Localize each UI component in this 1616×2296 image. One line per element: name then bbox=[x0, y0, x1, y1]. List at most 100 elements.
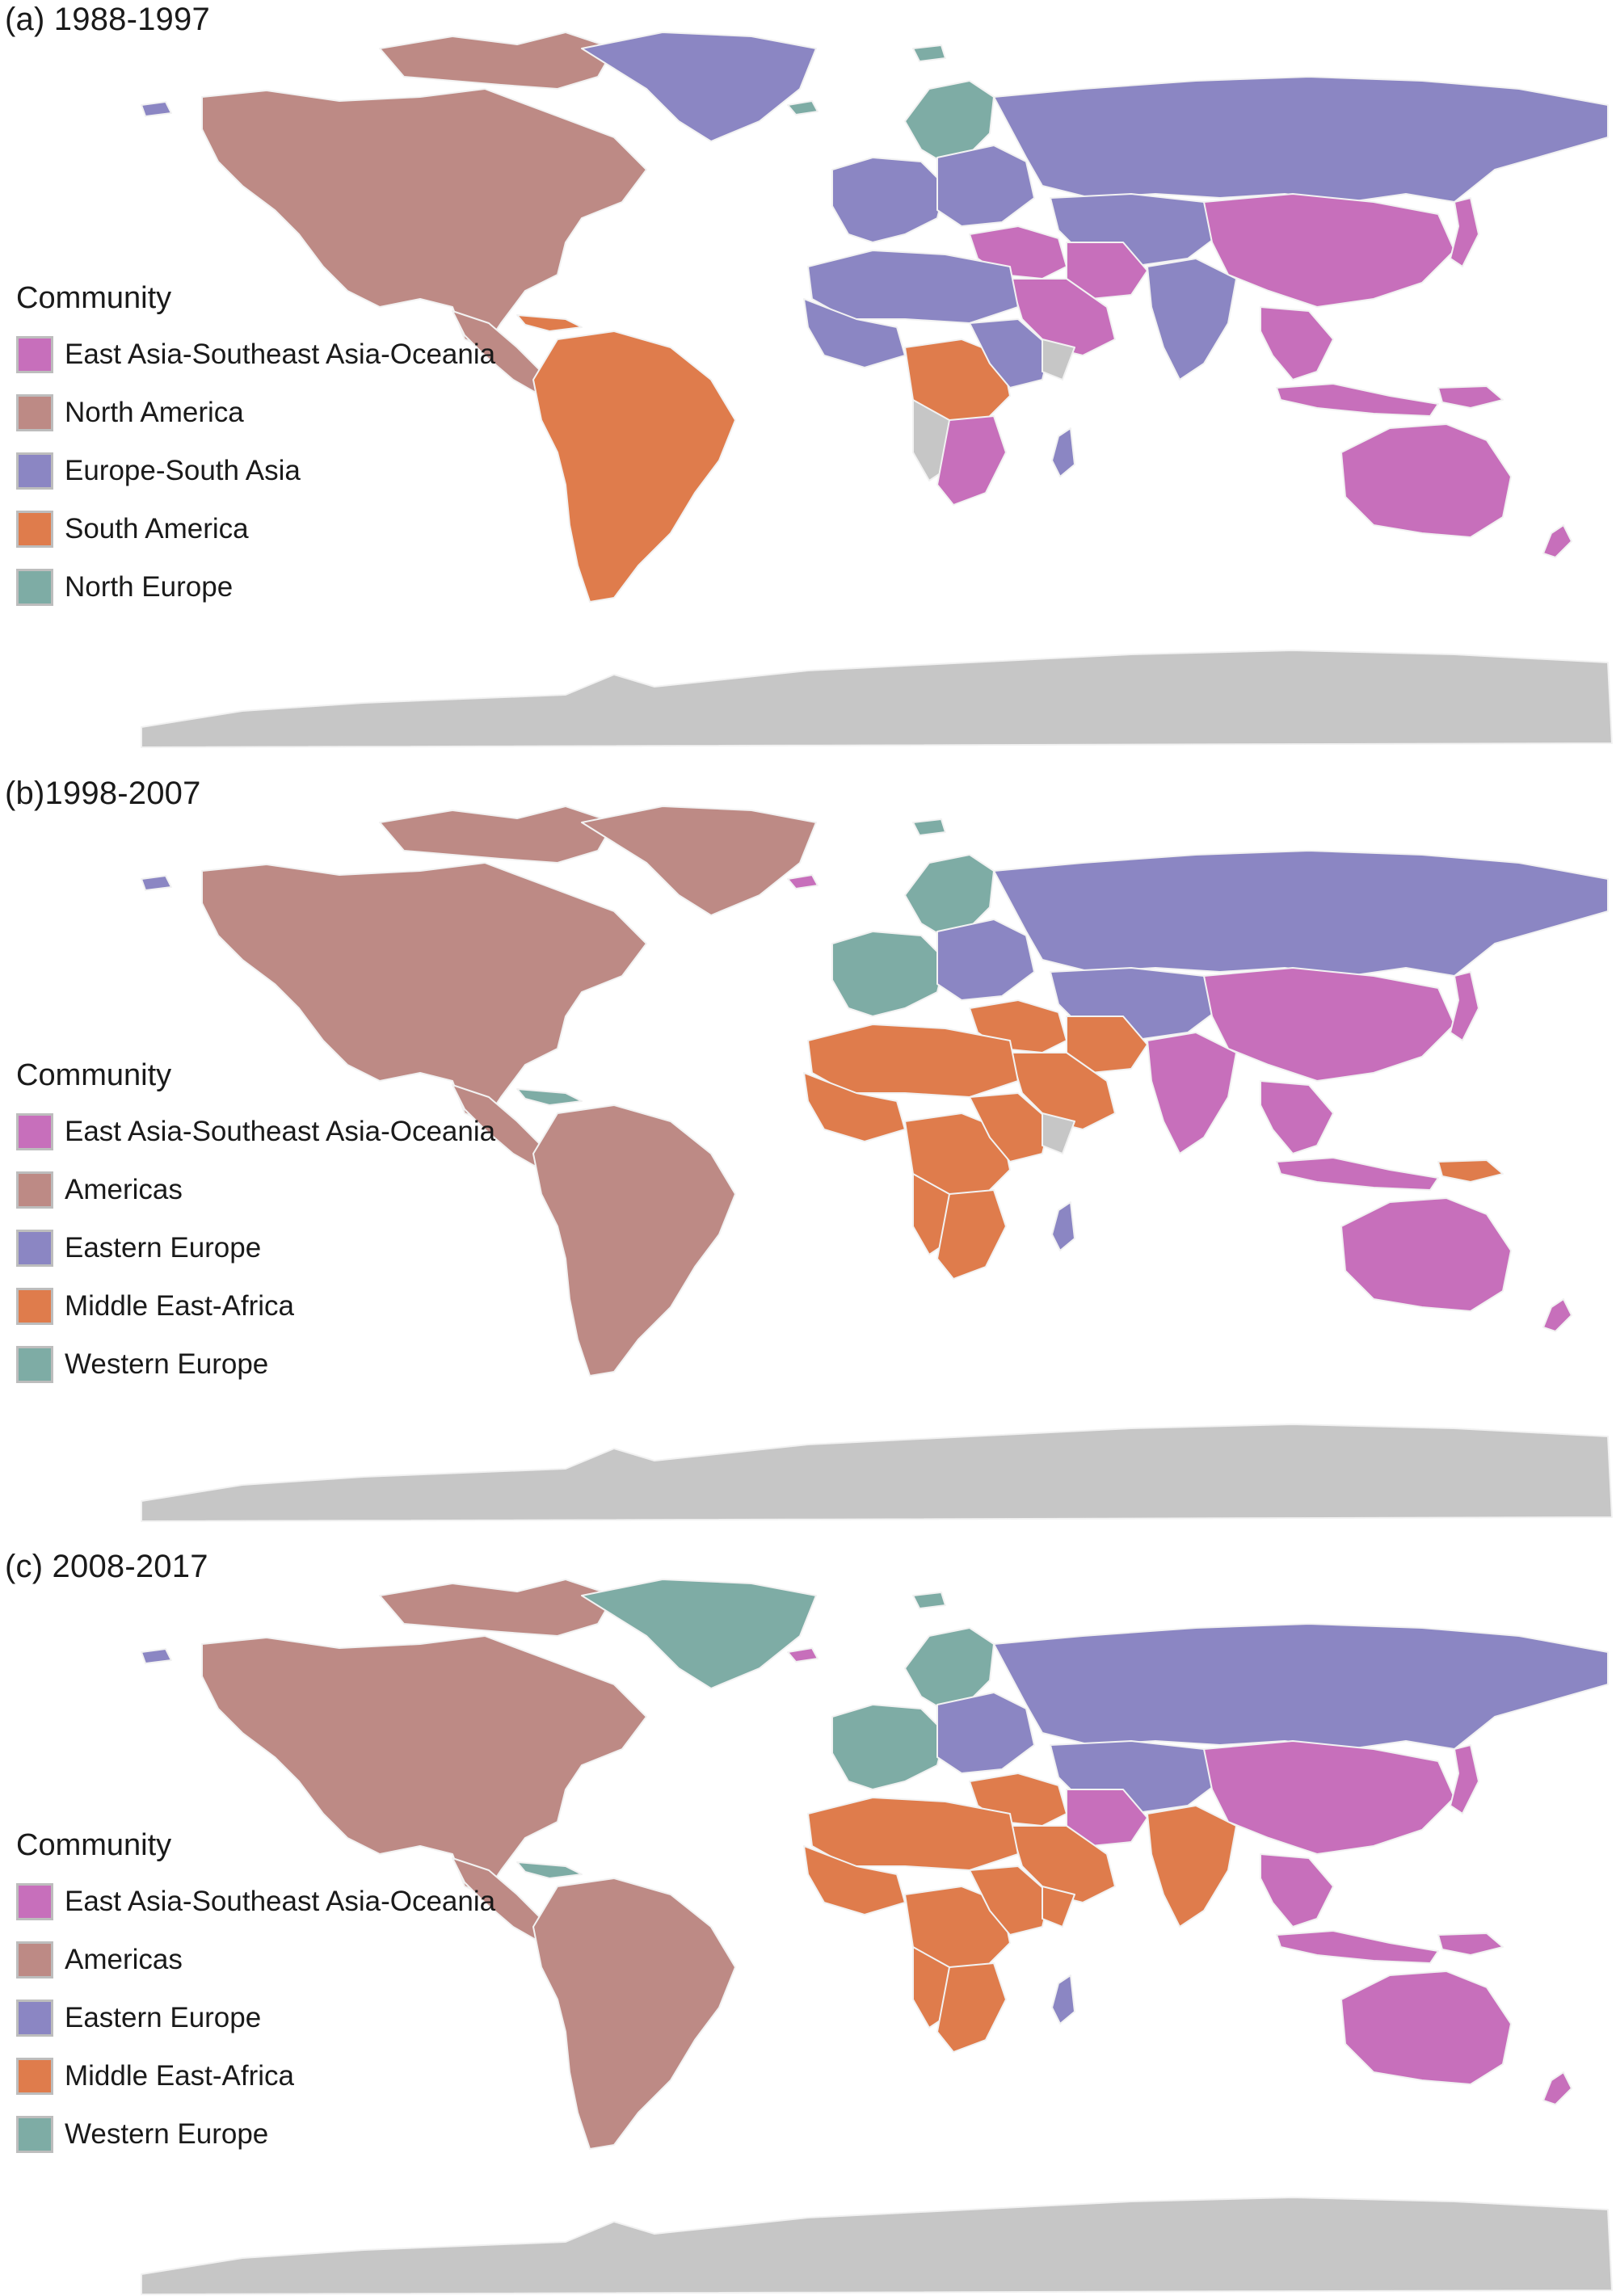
legend-item: East Asia-Southeast Asia-Oceania bbox=[16, 1873, 495, 1931]
legend: Community East Asia-Southeast Asia-Ocean… bbox=[16, 1828, 495, 2164]
region-new-guinea bbox=[1437, 385, 1504, 409]
region-western-europe bbox=[831, 1704, 946, 1790]
legend-label: Western Europe bbox=[65, 2118, 269, 2150]
legend-item: Americas bbox=[16, 1931, 495, 1989]
region-japan bbox=[1450, 971, 1479, 1041]
region-indonesia bbox=[1276, 383, 1439, 417]
region-australia bbox=[1340, 1970, 1512, 2085]
region-svalbard bbox=[912, 818, 946, 836]
region-iceland bbox=[787, 874, 819, 889]
region-greenland bbox=[581, 805, 817, 916]
region-alaska-tip bbox=[141, 1648, 172, 1664]
region-japan bbox=[1450, 197, 1479, 267]
region-australia bbox=[1340, 1197, 1512, 1312]
legend-item: Middle East-Africa bbox=[16, 2047, 495, 2105]
region-antarctica bbox=[141, 1423, 1613, 1522]
legend-swatch bbox=[16, 1171, 53, 1209]
region-japan bbox=[1450, 1744, 1479, 1815]
region-horn-africa bbox=[1042, 1886, 1075, 1928]
legend-swatch bbox=[16, 1346, 53, 1383]
region-east-africa bbox=[969, 1865, 1051, 1936]
region-horn-africa bbox=[1042, 339, 1075, 381]
region-south-asia bbox=[1147, 1805, 1237, 1928]
region-madagascar bbox=[1051, 427, 1075, 477]
region-eastern-europe bbox=[936, 145, 1035, 227]
legend-item: North America bbox=[16, 384, 495, 442]
region-canadian-arctic bbox=[379, 32, 615, 90]
region-scandinavia bbox=[904, 80, 995, 162]
region-indonesia bbox=[1276, 1157, 1439, 1191]
region-south-america bbox=[532, 330, 736, 603]
panel-a: (a) 1988-1997 Community East Asia-Southe… bbox=[0, 0, 1616, 776]
region-svalbard bbox=[912, 1592, 946, 1609]
legend-label: Middle East-Africa bbox=[65, 2060, 294, 2092]
region-southern-africa bbox=[936, 1962, 1007, 2053]
region-south-asia bbox=[1147, 1032, 1237, 1154]
region-southern-africa bbox=[936, 415, 1007, 506]
region-caribbean bbox=[516, 314, 583, 332]
region-antarctica bbox=[141, 2197, 1613, 2295]
region-canadian-arctic bbox=[379, 805, 615, 864]
region-western-europe bbox=[831, 157, 946, 243]
legend-item: North Europe bbox=[16, 558, 495, 616]
region-west-africa bbox=[803, 1072, 906, 1142]
legend-item: Europe-South Asia bbox=[16, 442, 495, 500]
legend-swatch bbox=[16, 1113, 53, 1150]
legend-swatch bbox=[16, 2058, 53, 2095]
region-russia bbox=[993, 76, 1609, 203]
region-indonesia bbox=[1276, 1930, 1439, 1964]
region-alaska-tip bbox=[141, 875, 172, 891]
legend-item: South America bbox=[16, 500, 495, 558]
legend-item: East Asia-Southeast Asia-Oceania bbox=[16, 1103, 495, 1161]
panel-title: (c) 2008-2017 bbox=[5, 1549, 208, 1584]
region-china bbox=[1203, 193, 1455, 308]
legend-label: East Asia-Southeast Asia-Oceania bbox=[65, 1886, 496, 1917]
panel-b: (b)1998-2007 Community East Asia-Southea… bbox=[0, 774, 1616, 1550]
region-australia bbox=[1340, 423, 1512, 538]
region-greenland bbox=[581, 1579, 817, 1689]
legend-swatch bbox=[16, 2000, 53, 2037]
region-arabia bbox=[1009, 1052, 1116, 1130]
legend-item: Americas bbox=[16, 1161, 495, 1219]
legend-label: Eastern Europe bbox=[65, 2002, 262, 2033]
region-east-africa bbox=[969, 318, 1051, 389]
region-iceland bbox=[787, 1647, 819, 1663]
legend-label: North America bbox=[65, 397, 244, 428]
world-map bbox=[141, 32, 1613, 748]
legend-swatch bbox=[16, 2116, 53, 2153]
legend-label: Americas bbox=[65, 1944, 183, 1975]
region-south-america bbox=[532, 1878, 736, 2150]
legend: Community East Asia-Southeast Asia-Ocean… bbox=[16, 281, 495, 616]
legend-label: East Asia-Southeast Asia-Oceania bbox=[65, 339, 496, 370]
legend-label: Americas bbox=[65, 1174, 183, 1205]
legend-label: Eastern Europe bbox=[65, 1232, 262, 1264]
region-southeast-asia bbox=[1260, 306, 1334, 381]
legend-item: Western Europe bbox=[16, 2105, 495, 2164]
panel-c: (c) 2008-2017 Community East Asia-Southe… bbox=[0, 1547, 1616, 2296]
region-madagascar bbox=[1051, 1201, 1075, 1251]
region-caribbean bbox=[516, 1861, 583, 1879]
legend-title: Community bbox=[16, 1828, 172, 1862]
region-south-america bbox=[532, 1104, 736, 1377]
region-arabia bbox=[1009, 1825, 1116, 1903]
region-west-africa bbox=[803, 1845, 906, 1915]
region-north-america bbox=[201, 862, 647, 1122]
region-scandinavia bbox=[904, 854, 995, 936]
region-new-zealand bbox=[1542, 2071, 1572, 2105]
legend: Community East Asia-Southeast Asia-Ocean… bbox=[16, 1058, 495, 1394]
region-new-zealand bbox=[1542, 1298, 1572, 1332]
region-western-europe bbox=[831, 931, 946, 1017]
legend-item: Eastern Europe bbox=[16, 1989, 495, 2047]
legend-label: South America bbox=[65, 513, 249, 545]
region-greenland bbox=[581, 32, 817, 142]
region-russia bbox=[993, 1623, 1609, 1750]
legend-title: Community bbox=[16, 281, 172, 315]
region-southeast-asia bbox=[1260, 1080, 1334, 1154]
legend-label: North Europe bbox=[65, 571, 234, 603]
legend-swatch bbox=[16, 394, 53, 431]
region-east-africa bbox=[969, 1092, 1051, 1163]
region-scandinavia bbox=[904, 1627, 995, 1709]
legend-swatch bbox=[16, 1883, 53, 1920]
region-southern-africa bbox=[936, 1189, 1007, 1280]
region-china bbox=[1203, 967, 1455, 1082]
